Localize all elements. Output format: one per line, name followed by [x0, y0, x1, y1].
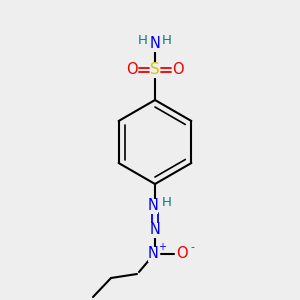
- Text: O: O: [176, 247, 188, 262]
- Text: H: H: [162, 196, 172, 208]
- Text: O: O: [172, 62, 184, 77]
- Text: N: N: [148, 199, 158, 214]
- Text: O: O: [126, 62, 138, 77]
- Text: N: N: [148, 247, 158, 262]
- Text: S: S: [150, 62, 160, 77]
- Text: H: H: [162, 34, 172, 46]
- Text: N: N: [150, 223, 160, 238]
- Text: +: +: [158, 242, 166, 252]
- Text: -: -: [190, 242, 194, 252]
- Text: H: H: [138, 34, 148, 46]
- Text: N: N: [150, 37, 160, 52]
